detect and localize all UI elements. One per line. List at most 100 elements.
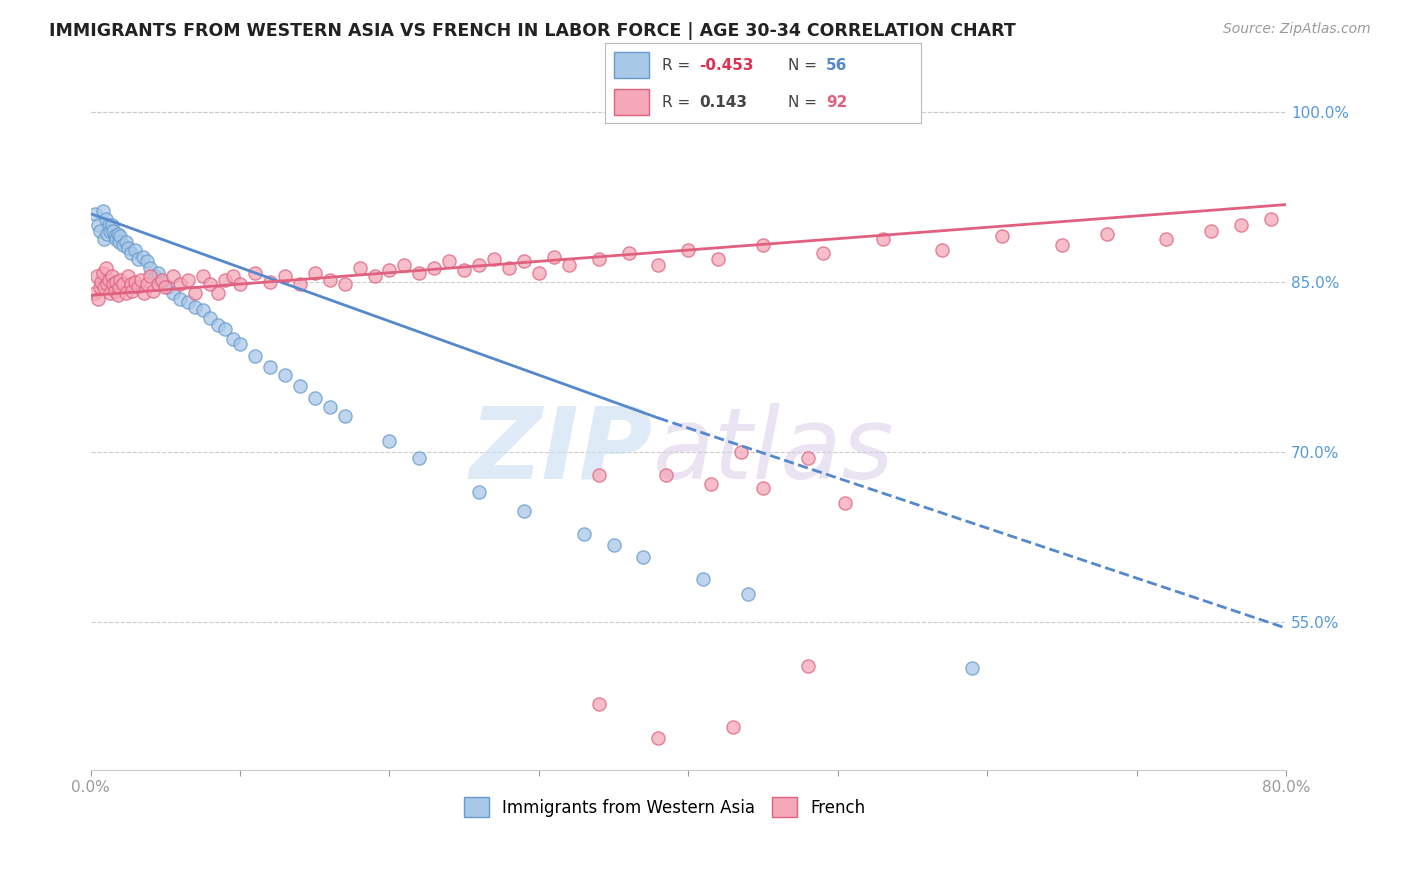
Point (146, 266, 169, 280)
Point (1260, 212, 1282, 227)
Point (198, 277, 221, 291)
Point (101, 224, 124, 238)
Point (98, 224, 121, 238)
Point (91, 204, 114, 219)
Point (108, 280, 131, 294)
Point (730, 445, 752, 459)
Point (121, 284, 143, 298)
Point (721, 720, 744, 734)
Point (162, 269, 184, 284)
Point (134, 286, 156, 301)
Text: 92: 92 (827, 95, 848, 110)
Point (960, 661, 983, 675)
FancyBboxPatch shape (614, 89, 650, 115)
Point (378, 263, 401, 277)
Point (214, 322, 236, 336)
Point (124, 275, 146, 289)
Point (602, 538, 624, 552)
Point (139, 261, 162, 276)
Point (142, 284, 165, 298)
Text: 56: 56 (827, 58, 848, 73)
Point (647, 731, 669, 746)
Point (103, 284, 125, 298)
Point (93, 280, 115, 294)
Point (558, 258, 581, 272)
Text: N =: N = (789, 58, 823, 73)
Point (93, 232, 115, 246)
Point (143, 269, 166, 284)
Point (423, 261, 446, 276)
Point (229, 277, 252, 291)
Point (117, 269, 139, 284)
Point (797, 450, 820, 465)
Point (394, 258, 416, 272)
Point (155, 280, 177, 294)
Point (617, 246, 640, 260)
Point (633, 549, 655, 564)
Point (834, 496, 856, 510)
Point (84, 286, 107, 301)
Point (207, 318, 229, 332)
Point (1156, 232, 1178, 246)
Point (588, 697, 610, 711)
Point (112, 238, 135, 252)
Point (132, 250, 155, 264)
Point (107, 227, 129, 241)
Point (647, 258, 669, 272)
Point (214, 272, 236, 286)
Point (453, 263, 475, 277)
Point (304, 391, 326, 405)
Point (991, 229, 1014, 244)
Text: 0.143: 0.143 (700, 95, 748, 110)
Point (84, 207, 107, 221)
Text: N =: N = (789, 95, 823, 110)
Point (333, 409, 356, 423)
Point (90, 275, 112, 289)
Point (139, 269, 162, 284)
Point (86, 269, 108, 284)
Point (221, 269, 243, 284)
Point (94, 261, 117, 276)
Point (169, 292, 191, 306)
Point (96, 277, 118, 291)
Point (243, 266, 266, 280)
Point (112, 277, 135, 291)
Text: IMMIGRANTS FROM WESTERN ASIA VS FRENCH IN LABOR FORCE | AGE 30-34 CORRELATION CH: IMMIGRANTS FROM WESTERN ASIA VS FRENCH I… (49, 22, 1017, 40)
Point (110, 229, 132, 244)
Point (136, 254, 159, 268)
Point (198, 311, 221, 326)
Point (588, 252, 610, 266)
Point (408, 266, 430, 280)
Point (94, 212, 117, 227)
Point (157, 280, 180, 294)
Point (150, 275, 173, 289)
Point (150, 272, 173, 286)
Point (699, 476, 721, 491)
Point (117, 241, 139, 255)
Point (207, 286, 229, 301)
Text: -0.453: -0.453 (700, 58, 754, 73)
Point (655, 467, 678, 482)
Point (120, 246, 142, 260)
Point (588, 467, 610, 482)
Point (513, 504, 536, 518)
Point (120, 277, 142, 291)
Point (1095, 227, 1118, 241)
Legend: Immigrants from Western Asia, French: Immigrants from Western Asia, French (457, 790, 872, 824)
Point (184, 300, 207, 314)
Point (184, 286, 207, 301)
Point (229, 337, 252, 351)
Point (513, 254, 536, 268)
Point (89, 224, 111, 238)
Point (318, 400, 340, 414)
Point (527, 266, 550, 280)
Point (872, 232, 894, 246)
Point (191, 269, 214, 284)
Point (274, 368, 297, 382)
Point (498, 261, 520, 276)
Point (89, 280, 111, 294)
Point (468, 258, 491, 272)
Point (100, 218, 122, 232)
Text: R =: R = (662, 95, 700, 110)
Point (136, 277, 159, 291)
